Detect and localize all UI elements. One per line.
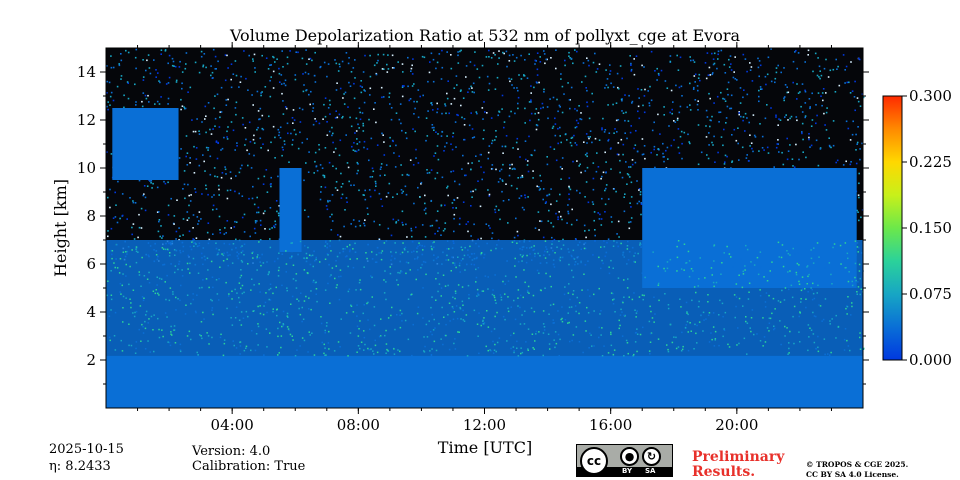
- x-axis-label: Time [UTC]: [438, 438, 532, 457]
- y-tick-label: 14: [77, 63, 96, 81]
- sa-label: SA: [645, 467, 656, 475]
- colorbar: [882, 95, 903, 361]
- calibration-label: Calibration: True: [192, 459, 306, 474]
- preliminary-label-line2: Results.: [692, 464, 756, 480]
- region-cirrus-streak: [279, 168, 302, 252]
- x-axis: 04:00 08:00 12:00 16:00 20:00: [137, 42, 832, 434]
- cc-icon: cc: [580, 447, 608, 475]
- y-tick-label: 10: [77, 159, 96, 177]
- x-tick-label: 12:00: [463, 416, 506, 434]
- date-label: 2025-10-15: [49, 442, 124, 457]
- version-label: Version: 4.0: [192, 444, 271, 459]
- colorbar-tick-label: 0.000: [909, 351, 952, 369]
- aerosol-speckle: [106, 240, 865, 357]
- by-label: BY: [622, 467, 633, 475]
- region-cirrus-cloud-early: [112, 108, 179, 180]
- y-tick-label: 4: [86, 303, 96, 321]
- x-tick-label: 16:00: [589, 416, 632, 434]
- y-axis-label: Height [km]: [51, 179, 70, 277]
- cc-by-sa-badge: cc ● ↻ BY SA: [576, 444, 673, 477]
- license-line1: © TROPOS & CGE 2025.: [806, 460, 909, 469]
- colorbar-ticks: 0.000 0.075 0.150 0.225 0.300: [902, 87, 952, 369]
- y-tick-label: 8: [86, 207, 96, 225]
- x-tick-label: 20:00: [715, 416, 758, 434]
- chart-title: Volume Depolarization Ratio at 532 nm of…: [229, 26, 741, 45]
- by-person-icon: ●: [620, 447, 639, 466]
- preliminary-label-line1: Preliminary: [692, 449, 785, 465]
- region-cirrus-cloud-late: [642, 168, 857, 288]
- license-line2: CC BY SA 4.0 License.: [806, 470, 899, 479]
- x-tick-label: 04:00: [211, 416, 254, 434]
- y-axis: 2 4 6 8 10 12 14: [77, 63, 869, 385]
- y-tick-label: 2: [86, 351, 96, 369]
- colorbar-tick-label: 0.225: [909, 153, 952, 171]
- colorbar-tick-label: 0.300: [909, 87, 952, 105]
- y-tick-label: 12: [77, 111, 96, 129]
- eta-label: η: 8.2433: [49, 459, 111, 474]
- colorbar-tick-label: 0.075: [909, 285, 952, 303]
- colorbar-tick-label: 0.150: [909, 219, 952, 237]
- x-tick-label: 08:00: [337, 416, 380, 434]
- y-tick-label: 6: [86, 255, 96, 273]
- region-boundary-layer: [106, 355, 863, 408]
- share-alike-icon: ↻: [642, 447, 661, 466]
- heatmap-plot-area: [106, 48, 865, 408]
